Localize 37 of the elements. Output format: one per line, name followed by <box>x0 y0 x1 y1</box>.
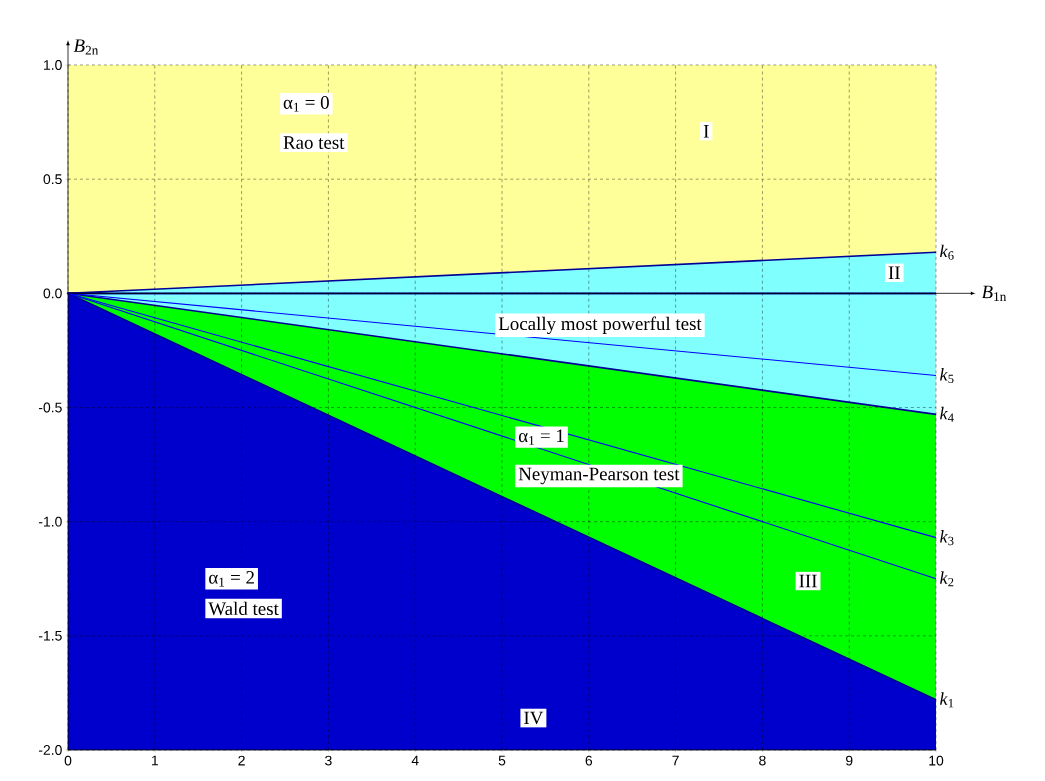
series-label: k$_{2}$ <box>940 571 954 587</box>
y-tick-label: 0.0 <box>43 288 62 299</box>
x-tick-label: 4 <box>411 755 419 766</box>
annotation: α$_{1}$ = 2 <box>209 571 254 587</box>
annotation: III <box>799 574 817 588</box>
annotation: Locally most powerful test <box>498 316 702 334</box>
y-tick-label: -1.0 <box>38 516 62 527</box>
y-tick-label: -0.5 <box>38 402 62 413</box>
y-tick-label: -2.0 <box>38 745 62 755</box>
y-tick-label: 1.0 <box>44 60 62 70</box>
x-tick-label: 9 <box>845 755 853 766</box>
x-tick-label: 6 <box>585 755 593 766</box>
x-tick-label: 2 <box>238 755 245 766</box>
annotation: Rao test <box>283 136 345 149</box>
series-label: k$_{3}$ <box>940 530 954 546</box>
x-axis-title: B$_{1n}$ <box>981 285 1007 301</box>
x-tick-label: 1 <box>151 755 158 766</box>
x-tick-label: 8 <box>759 755 766 766</box>
y-axis-title: B$_{2n}$ <box>73 39 99 55</box>
annotation: α$_{1}$ = 0 <box>283 96 329 112</box>
y-tick-label: 0.5 <box>43 174 62 185</box>
annotation: Wald test <box>208 601 279 616</box>
y-tick-label: -1.5 <box>38 630 62 641</box>
x-tick-label: 5 <box>498 755 506 766</box>
annotation: II <box>888 266 900 279</box>
series-label: k$_{5}$ <box>940 367 954 384</box>
x-tick-label: 0 <box>64 755 72 766</box>
x-tick-label: 10 <box>929 755 944 766</box>
annotation: I <box>703 125 709 138</box>
annotation: α$_{1}$ = 1 <box>518 429 564 445</box>
series-label: k$_{4}$ <box>940 406 954 422</box>
series-label: k$_{6}$ <box>940 244 954 260</box>
annotation: Neyman-Pearson test <box>518 467 680 485</box>
series-label: k$_{1}$ <box>940 692 954 708</box>
annotation: IV <box>524 711 544 725</box>
x-tick-label: 3 <box>325 755 332 766</box>
x-tick-label: 7 <box>672 755 679 766</box>
